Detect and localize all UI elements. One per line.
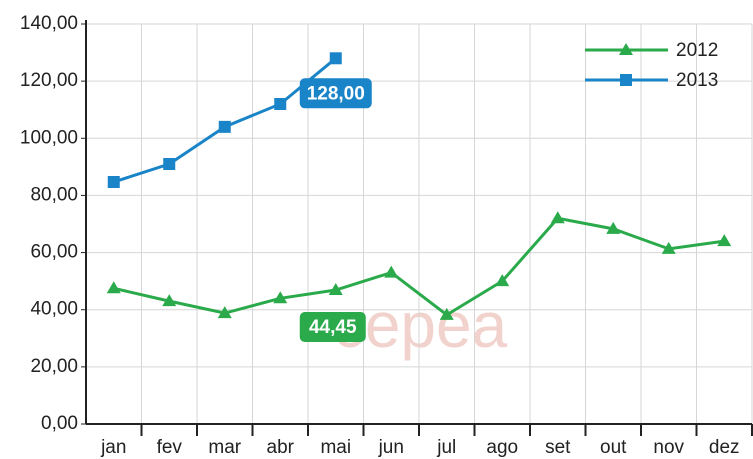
marker xyxy=(661,241,676,254)
y-tick-label: 60,00 xyxy=(30,242,78,263)
annotation: 44,45 xyxy=(309,317,357,338)
marker xyxy=(274,98,287,110)
x-tick-label: set xyxy=(545,437,571,458)
y-tick-label: 120,00 xyxy=(20,70,78,91)
y-tick-label: 40,00 xyxy=(30,299,78,320)
y-tick-label: 0,00 xyxy=(41,413,78,434)
marker xyxy=(329,52,342,65)
marker xyxy=(273,291,288,304)
marker xyxy=(162,294,177,307)
series-line xyxy=(113,216,725,317)
x-tick-label: abr xyxy=(267,437,295,458)
marker xyxy=(328,283,343,295)
value-label-box xyxy=(299,78,372,109)
marker xyxy=(106,281,121,294)
y-tick-label: 80,00 xyxy=(30,184,78,205)
x-tick-label: ago xyxy=(486,437,518,458)
x-tick-label: jun xyxy=(378,437,404,458)
y-tick-label: 140,00 xyxy=(20,13,78,34)
y-tick-label: 20,00 xyxy=(30,356,78,377)
annotation-box xyxy=(299,312,366,342)
x-tick-label: out xyxy=(600,437,627,458)
marker xyxy=(620,74,632,86)
marker xyxy=(163,158,176,170)
marker xyxy=(550,211,565,224)
x-tick-label: jul xyxy=(436,437,456,458)
marker xyxy=(717,234,732,247)
marker xyxy=(217,306,232,319)
marker xyxy=(218,120,231,133)
marker xyxy=(107,176,120,188)
marker xyxy=(619,43,633,55)
marker xyxy=(606,221,621,234)
value-label: 128,00 xyxy=(307,83,365,104)
x-tick-label: dez xyxy=(709,437,740,458)
legend-label: 2013 xyxy=(676,70,718,91)
x-tick-label: fev xyxy=(157,437,183,458)
x-tick-label: mar xyxy=(208,437,241,458)
marker xyxy=(384,265,399,278)
legend-label: 2012 xyxy=(676,40,718,61)
y-tick-label: 100,00 xyxy=(20,127,78,148)
x-tick-label: jan xyxy=(100,437,126,458)
x-tick-label: mai xyxy=(320,437,351,458)
x-tick-label: nov xyxy=(653,437,684,458)
marker xyxy=(495,274,510,287)
marker xyxy=(439,307,454,320)
series-line xyxy=(113,57,337,184)
